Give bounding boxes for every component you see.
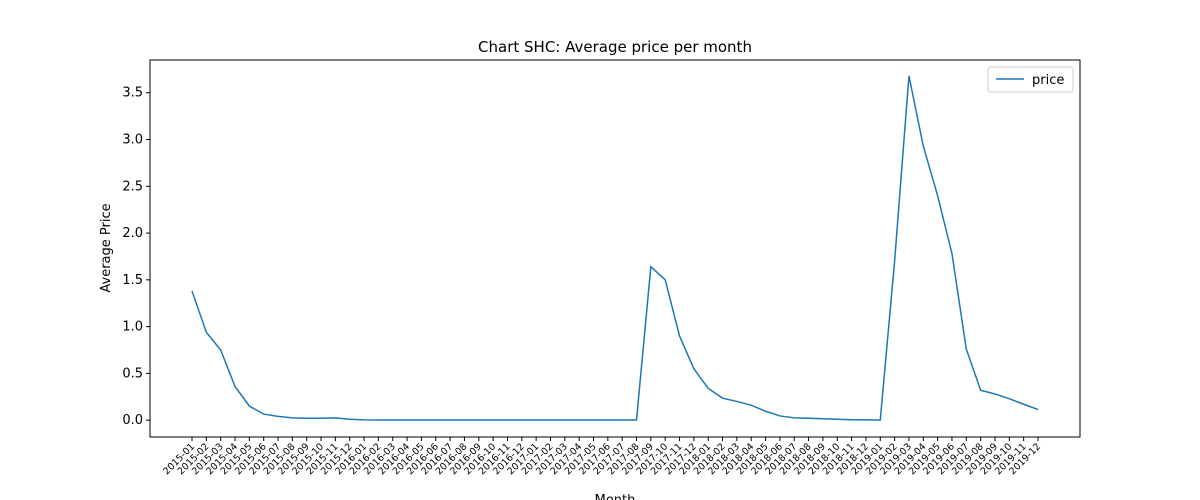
y-tick-label: 0.5	[122, 366, 143, 381]
y-tick-label: 0.0	[122, 413, 143, 428]
y-axis-label: Average Price	[99, 203, 114, 292]
y-tick-label: 2.5	[122, 179, 143, 194]
legend-label: price	[1032, 73, 1064, 88]
plot-frame	[149, 59, 1081, 438]
y-tick-label: 3.5	[122, 86, 143, 101]
y-tick-label: 3.0	[122, 133, 143, 148]
x-axis-label: Month	[595, 493, 636, 500]
legend-box	[987, 66, 1074, 93]
chart-title: Chart SHC: Average price per month	[478, 38, 752, 56]
y-tick-label: 1.5	[122, 273, 143, 288]
line-series	[191, 75, 1039, 421]
y-tick-label: 1.0	[122, 320, 143, 335]
y-tick-label: 2.0	[122, 226, 143, 241]
